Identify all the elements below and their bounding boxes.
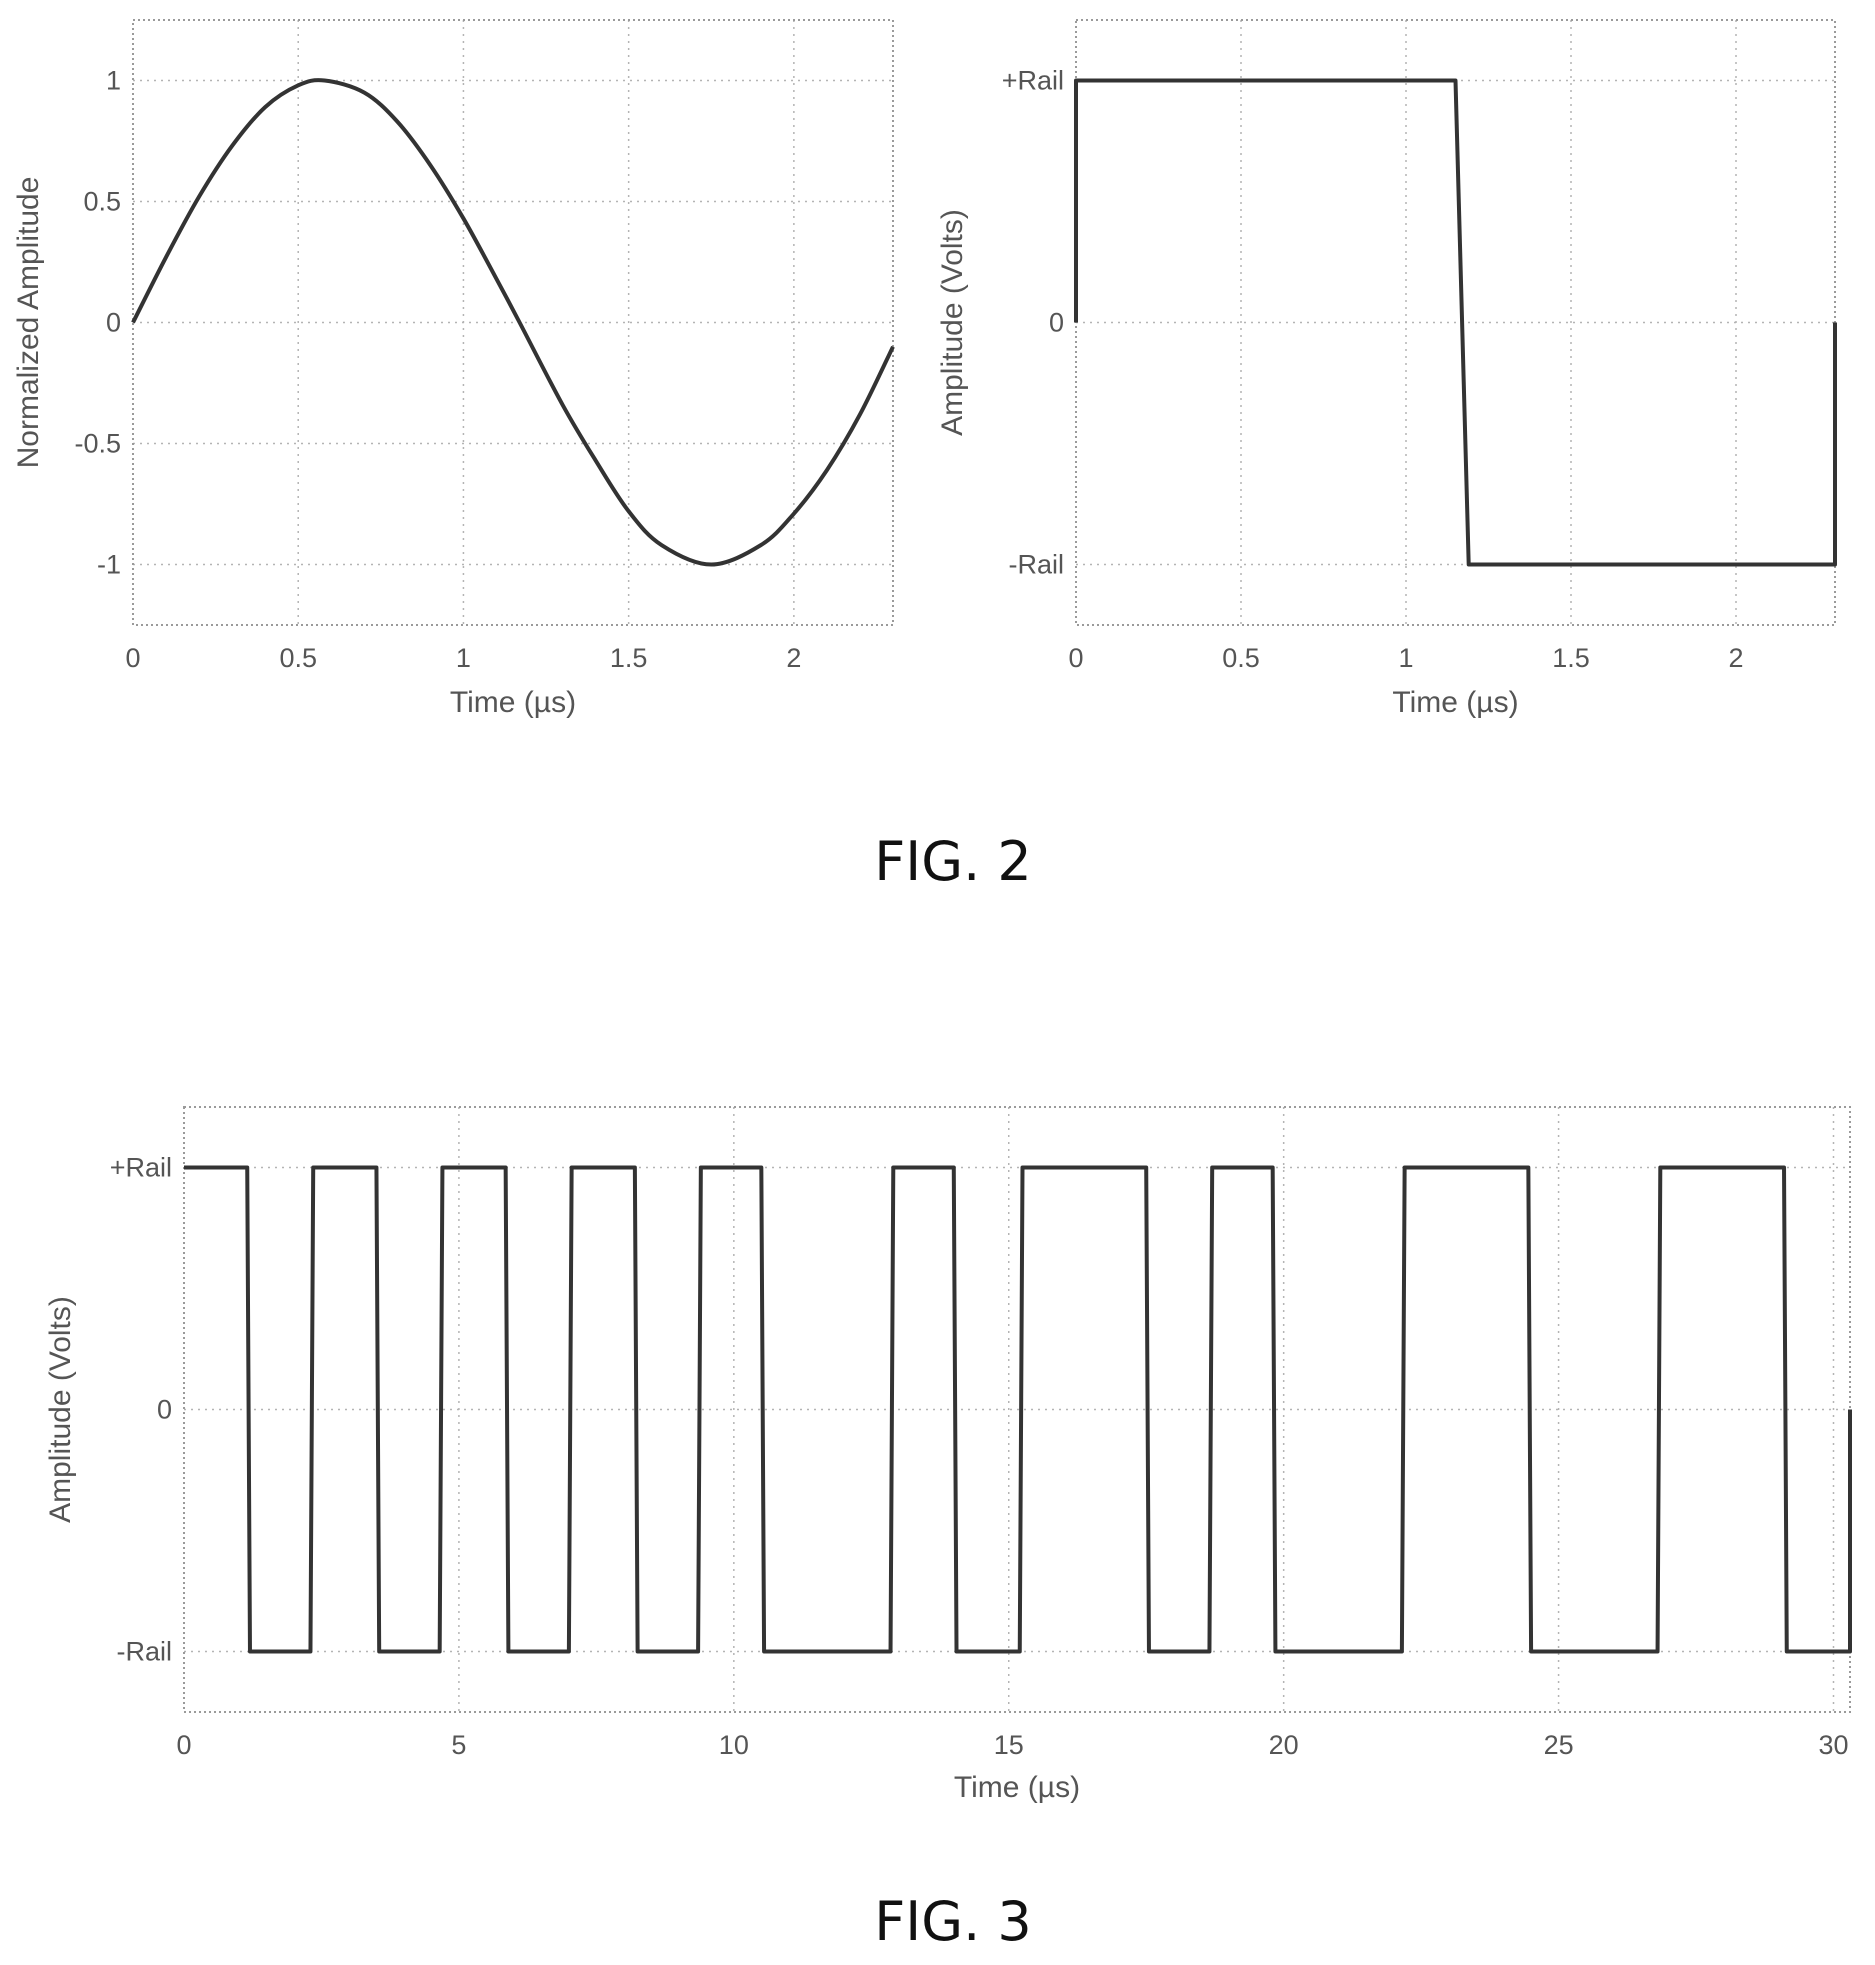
y-tick-label: +Rail xyxy=(1002,66,1064,96)
y-tick-label: -Rail xyxy=(1008,550,1064,580)
x-tick-label: 15 xyxy=(994,1730,1024,1760)
fig2-sine-chart: 0 0.5 1 1.5 2 1 0.5 0 -0.5 -1 Time (µs) Normalized … xyxy=(12,19,895,719)
y-axis-label: Amplitude (Volts) xyxy=(44,1296,77,1523)
y-tick-label: -0.5 xyxy=(74,429,121,459)
y-tick-label: -1 xyxy=(97,550,121,580)
x-tick-label: 5 xyxy=(451,1730,466,1760)
x-tick-label: 0 xyxy=(1068,643,1083,673)
y-tick-label: +Rail xyxy=(110,1153,172,1183)
y-tick-label: -Rail xyxy=(116,1637,172,1667)
x-tick-label: 20 xyxy=(1269,1730,1299,1760)
x-axis-label: Time (µs) xyxy=(450,686,576,719)
x-axis-label: Time (µs) xyxy=(1392,686,1518,719)
fig3-pulse-train-series-line xyxy=(184,1165,1852,1654)
y-tick-label: 0.5 xyxy=(83,187,121,217)
x-tick-label: 1 xyxy=(456,643,471,673)
x-tick-label: 0 xyxy=(176,1730,191,1760)
x-tick-label: 1.5 xyxy=(610,643,648,673)
plot-frame xyxy=(132,19,894,626)
x-tick-label: 0.5 xyxy=(1222,643,1260,673)
y-tick-label: 0 xyxy=(106,308,121,338)
y-tick-label: 0 xyxy=(1049,308,1064,338)
y-tick-label: 1 xyxy=(106,66,121,96)
fig3-caption: FIG. 3 xyxy=(874,1890,1032,1953)
x-tick-label: 0 xyxy=(125,643,140,673)
x-tick-label: 1.5 xyxy=(1552,643,1590,673)
x-tick-label: 2 xyxy=(1728,643,1743,673)
x-tick-label: 1 xyxy=(1398,643,1413,673)
x-tick-label: 10 xyxy=(719,1730,749,1760)
x-axis-label: Time (µs) xyxy=(954,1771,1080,1804)
fig2-sine-series-line xyxy=(131,78,895,567)
x-tick-label: 2 xyxy=(786,643,801,673)
fig2-square-series-line xyxy=(1074,78,1837,567)
fig2-caption: FIG. 2 xyxy=(874,830,1032,893)
fig2-square-chart: 0 0.5 1 1.5 2 +Rail 0 -Rail Time (µs) Amplitude (… xyxy=(936,19,1837,719)
y-axis-label: Amplitude (Volts) xyxy=(936,209,969,436)
x-tick-label: 30 xyxy=(1818,1730,1848,1760)
x-tick-label: 0.5 xyxy=(279,643,317,673)
x-tick-label: 25 xyxy=(1544,1730,1574,1760)
y-tick-label: 0 xyxy=(157,1395,172,1425)
fig3-pulse-train-chart: 0 5 10 15 20 25 30 +Rail 0 -Rail Time (µs) Amplitud… xyxy=(44,1106,1852,1804)
y-axis-label: Normalized Amplitude xyxy=(12,177,45,469)
